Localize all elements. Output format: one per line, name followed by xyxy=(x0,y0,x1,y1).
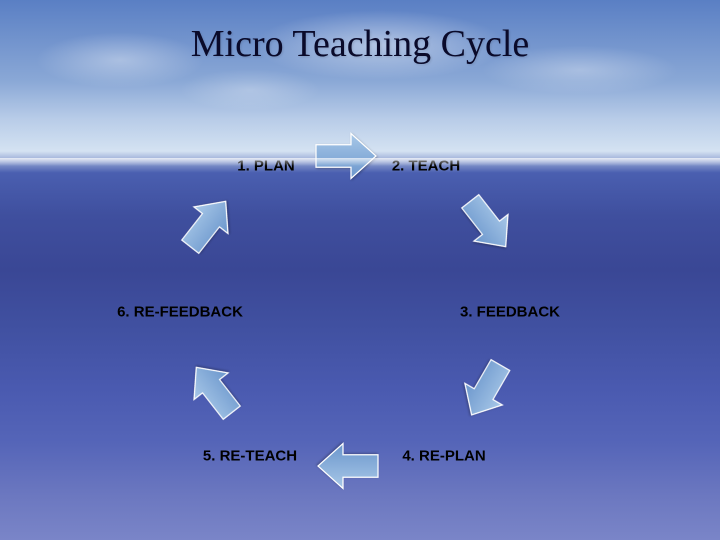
step-label-2: 2. TEACH xyxy=(392,158,460,175)
cycle-arrow-icon xyxy=(170,185,246,263)
step-label-5: 5. RE-TEACH xyxy=(203,448,297,465)
cycle-arrow-icon xyxy=(314,131,378,181)
cycle-arrow-icon xyxy=(450,185,526,263)
cycle-arrow-icon xyxy=(316,441,380,491)
cycle-diagram: 1. PLAN 2. TEACH 3. FEEDBACK 4. RE-PLAN … xyxy=(0,90,720,540)
step-label-3: 3. FEEDBACK xyxy=(460,304,560,321)
step-label-4: 4. RE-PLAN xyxy=(402,448,485,465)
page-title: Micro Teaching Cycle xyxy=(0,22,720,66)
cycle-arrow-icon xyxy=(450,351,523,429)
step-label-6: 6. RE-FEEDBACK xyxy=(117,304,243,321)
step-label-1: 1. PLAN xyxy=(237,158,295,175)
cycle-arrow-icon xyxy=(176,351,252,429)
